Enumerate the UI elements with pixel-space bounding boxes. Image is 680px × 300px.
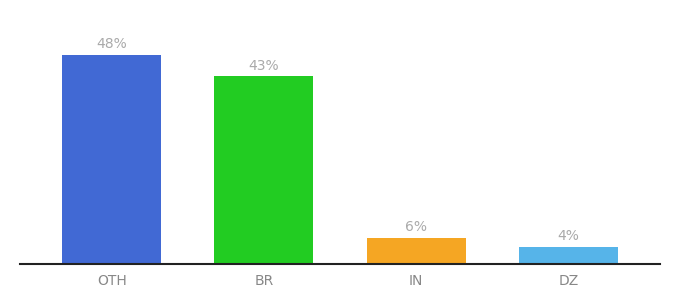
Text: 4%: 4%: [558, 229, 579, 243]
Bar: [519, 247, 617, 264]
Text: 6%: 6%: [405, 220, 427, 234]
Bar: [63, 55, 161, 264]
Text: 48%: 48%: [97, 37, 127, 51]
Bar: [214, 76, 313, 264]
Text: 43%: 43%: [249, 59, 279, 73]
Bar: [367, 238, 466, 264]
